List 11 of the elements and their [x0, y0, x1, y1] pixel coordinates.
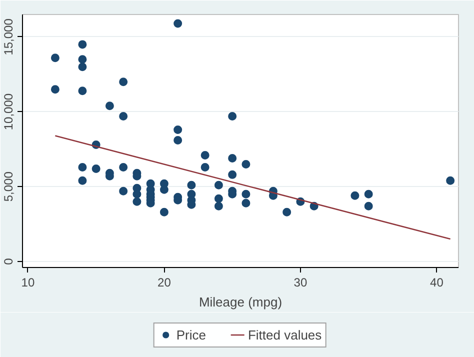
y-tick-label: 15,000	[2, 18, 16, 56]
x-tick-label: 20	[158, 276, 172, 290]
legend-label: Fitted values	[248, 327, 322, 342]
legend-label: Price	[176, 327, 206, 342]
y-tick-label: 5,000	[2, 171, 16, 202]
x-tick-label: 10	[21, 276, 35, 290]
x-tick-label: 30	[294, 276, 308, 290]
y-tick-label: 10,000	[2, 93, 16, 130]
y-tick-label: 0	[2, 258, 16, 265]
x-tick-label: 40	[430, 276, 444, 290]
x-axis-title: Mileage (mpg)	[198, 294, 282, 310]
